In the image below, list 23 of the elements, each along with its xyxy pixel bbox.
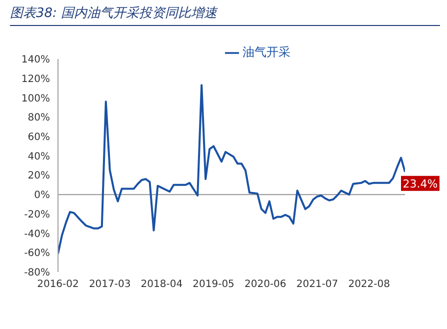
y-tick-label: 100% [21,93,50,104]
y-tick-label: 0% [34,190,50,202]
x-tick-label: 2017-03 [88,279,131,290]
x-tick-label: 2018-04 [140,279,183,290]
x-tick-label: 2020-06 [244,279,286,290]
y-tick-label: 80% [28,112,50,124]
y-tick-label: 20% [28,170,50,182]
y-tick-label: 140% [21,54,50,66]
data-label: 23.4% [402,177,438,190]
y-tick-label: 40% [28,151,50,162]
x-tick-label: 2016-02 [37,279,79,290]
chart-title: 图表38: 国内油气开采投资同比增速 [10,4,440,26]
x-tick-label: 2022-08 [348,279,390,290]
y-tick-label: 60% [28,132,50,144]
legend-label: 油气开采 [242,45,290,59]
y-tick-label: -20% [24,209,50,220]
y-tick-label: -40% [24,228,50,240]
x-tick-label: 2019-05 [192,279,234,290]
x-tick-label: 2021-07 [296,279,338,290]
y-tick-label: 120% [21,74,50,85]
line-series [58,84,405,255]
y-tick-label: -80% [24,268,50,279]
y-tick-label: -60% [24,248,50,260]
